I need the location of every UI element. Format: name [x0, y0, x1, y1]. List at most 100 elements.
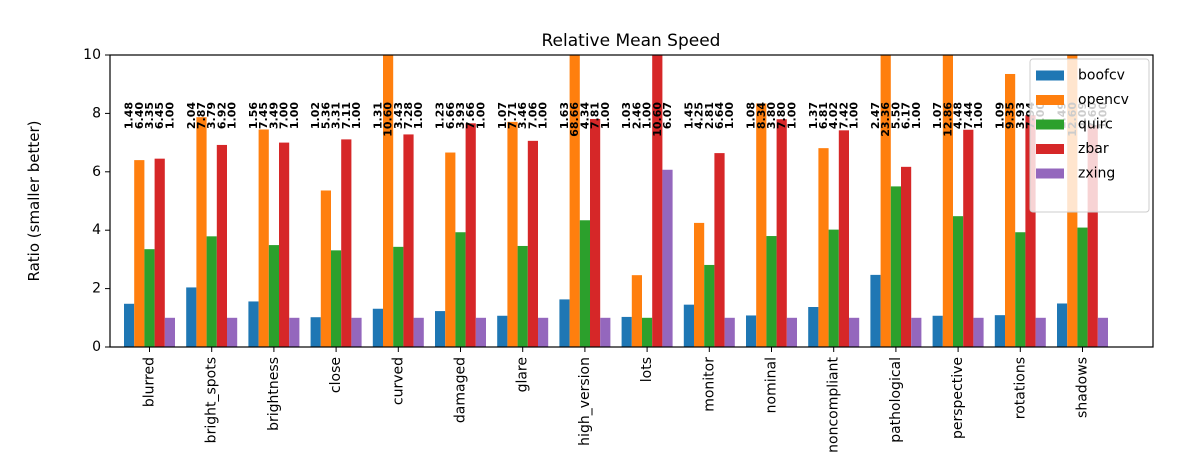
- data-label-zxing-glare: 1.00: [537, 102, 550, 129]
- bar-boofcv-glare: [497, 315, 508, 347]
- data-label-zbar-high_version: 7.81: [589, 102, 602, 129]
- x-tick-label-damaged: damaged: [453, 357, 469, 423]
- bar-opencv-perspective: [942, 55, 953, 347]
- bar-zxing-monitor: [724, 317, 735, 347]
- bar-quirc-bright_spots: [206, 236, 217, 347]
- data-label-opencv-monitor: 4.25: [693, 102, 706, 129]
- data-label-opencv-brightness: 7.45: [257, 102, 270, 129]
- data-label-zbar-brightness: 7.00: [278, 102, 291, 129]
- data-label-opencv-curved: 10.60: [382, 102, 395, 137]
- bar-zbar-monitor: [714, 153, 725, 347]
- data-label-zxing-damaged: 1.00: [474, 102, 487, 129]
- bar-boofcv-bright_spots: [186, 287, 197, 347]
- bar-boofcv-noncompliant: [808, 307, 819, 347]
- bar-zxing-nominal: [786, 317, 797, 347]
- data-label-boofcv-pathological: 2.47: [869, 102, 882, 129]
- data-label-boofcv-brightness: 1.56: [247, 102, 260, 129]
- data-label-quirc-pathological: 5.50: [889, 102, 902, 129]
- legend-label-opencv: opencv: [1078, 92, 1129, 108]
- bar-boofcv-perspective: [932, 315, 943, 347]
- bar-opencv-high_version: [569, 55, 580, 347]
- bar-boofcv-lots: [621, 316, 632, 347]
- legend-swatch-opencv: [1036, 95, 1064, 105]
- x-tick-label-shadows: shadows: [1075, 357, 1091, 418]
- bar-zbar-blurred: [154, 158, 165, 347]
- data-labels-group: 1.486.403.356.451.00 2.047.873.796.921.00…: [123, 102, 1110, 137]
- data-label-opencv-damaged: 6.66: [444, 102, 457, 129]
- bar-zxing-brightness: [289, 317, 300, 347]
- data-label-zbar-perspective: 7.44: [962, 102, 975, 129]
- y-tick-label-2: 2: [92, 281, 101, 297]
- data-label-boofcv-lots: 1.03: [620, 102, 633, 129]
- data-label-zxing-brightness: 1.00: [288, 102, 301, 129]
- data-label-opencv-lots: 2.46: [630, 102, 643, 129]
- data-label-boofcv-damaged: 1.23: [434, 102, 447, 129]
- data-label-opencv-rotations: 9.35: [1004, 102, 1017, 129]
- data-label-zbar-pathological: 6.17: [900, 102, 913, 129]
- bar-opencv-damaged: [445, 152, 456, 347]
- y-tick-label-6: 6: [92, 164, 101, 180]
- legend-label-zxing: zxing: [1078, 166, 1115, 182]
- x-tick-label-noncompliant: noncompliant: [826, 356, 842, 452]
- data-label-boofcv-glare: 1.07: [496, 102, 509, 129]
- legend-label-quirc: quirc: [1078, 117, 1113, 133]
- data-label-quirc-nominal: 3.80: [765, 102, 778, 129]
- bar-zbar-rotations: [1025, 115, 1036, 347]
- bar-zxing-bright_spots: [227, 317, 238, 347]
- data-label-zxing-bright_spots: 1.00: [226, 102, 239, 129]
- bar-zxing-damaged: [475, 317, 486, 347]
- data-label-quirc-blurred: 3.35: [143, 102, 156, 129]
- data-label-zbar-nominal: 7.80: [775, 102, 788, 129]
- data-label-zxing-monitor: 1.00: [723, 102, 736, 129]
- bar-quirc-damaged: [455, 232, 466, 347]
- data-label-zbar-noncompliant: 7.42: [837, 102, 850, 129]
- bar-quirc-glare: [517, 245, 528, 347]
- bar-quirc-monitor: [704, 264, 715, 347]
- bar-zxing-noncompliant: [849, 317, 860, 347]
- data-label-quirc-perspective: 4.48: [952, 102, 965, 129]
- data-label-opencv-pathological: 23.36: [879, 102, 892, 137]
- bar-quirc-nominal: [766, 236, 777, 347]
- data-label-quirc-damaged: 3.93: [454, 102, 467, 129]
- data-label-quirc-close: 3.31: [330, 102, 343, 129]
- data-label-opencv-blurred: 6.40: [133, 102, 146, 129]
- bar-zbar-noncompliant: [838, 130, 849, 347]
- data-label-boofcv-rotations: 1.09: [993, 102, 1006, 129]
- bar-zbar-nominal: [776, 119, 787, 347]
- x-tick-label-pathological: pathological: [888, 357, 904, 443]
- x-tick-label-monitor: monitor: [701, 357, 717, 412]
- legend: boofcv opencv quirc zbar zxing: [1029, 58, 1150, 213]
- bar-opencv-bright_spots: [196, 117, 207, 347]
- data-label-zxing-close: 1.00: [350, 102, 363, 129]
- y-tick-label-8: 8: [92, 105, 101, 121]
- bar-boofcv-shadows: [1057, 303, 1068, 347]
- x-tick-label-lots: lots: [639, 357, 655, 382]
- data-label-boofcv-noncompliant: 1.37: [807, 102, 820, 129]
- data-label-zbar-lots: 10.60: [651, 102, 664, 137]
- bar-opencv-noncompliant: [818, 148, 829, 347]
- bar-boofcv-blurred: [124, 303, 135, 347]
- chart-title: Relative Mean Speed: [542, 31, 721, 51]
- bar-opencv-rotations: [1005, 73, 1016, 347]
- data-label-quirc-noncompliant: 4.02: [827, 102, 840, 129]
- bar-boofcv-close: [310, 317, 321, 347]
- bar-boofcv-rotations: [994, 315, 1005, 347]
- data-label-quirc-high_version: 4.34: [578, 102, 591, 129]
- data-label-boofcv-nominal: 1.08: [745, 102, 758, 129]
- bar-zxing-close: [351, 317, 362, 347]
- bar-boofcv-pathological: [870, 274, 881, 347]
- data-label-zxing-perspective: 1.00: [972, 102, 985, 129]
- bar-quirc-shadows: [1077, 227, 1088, 347]
- legend-label-zbar: zbar: [1078, 141, 1109, 157]
- data-label-boofcv-perspective: 1.07: [931, 102, 944, 129]
- bar-zbar-glare: [527, 140, 538, 347]
- data-label-quirc-brightness: 3.49: [267, 102, 280, 129]
- data-label-zxing-noncompliant: 1.00: [848, 102, 861, 129]
- legend-swatch-boofcv: [1036, 70, 1064, 81]
- data-label-boofcv-bright_spots: 2.04: [185, 102, 198, 129]
- bar-boofcv-brightness: [248, 301, 259, 347]
- x-tick-label-high_version: high_version: [577, 357, 593, 446]
- bar-zxing-lots: [662, 169, 673, 347]
- bar-opencv-pathological: [880, 55, 891, 347]
